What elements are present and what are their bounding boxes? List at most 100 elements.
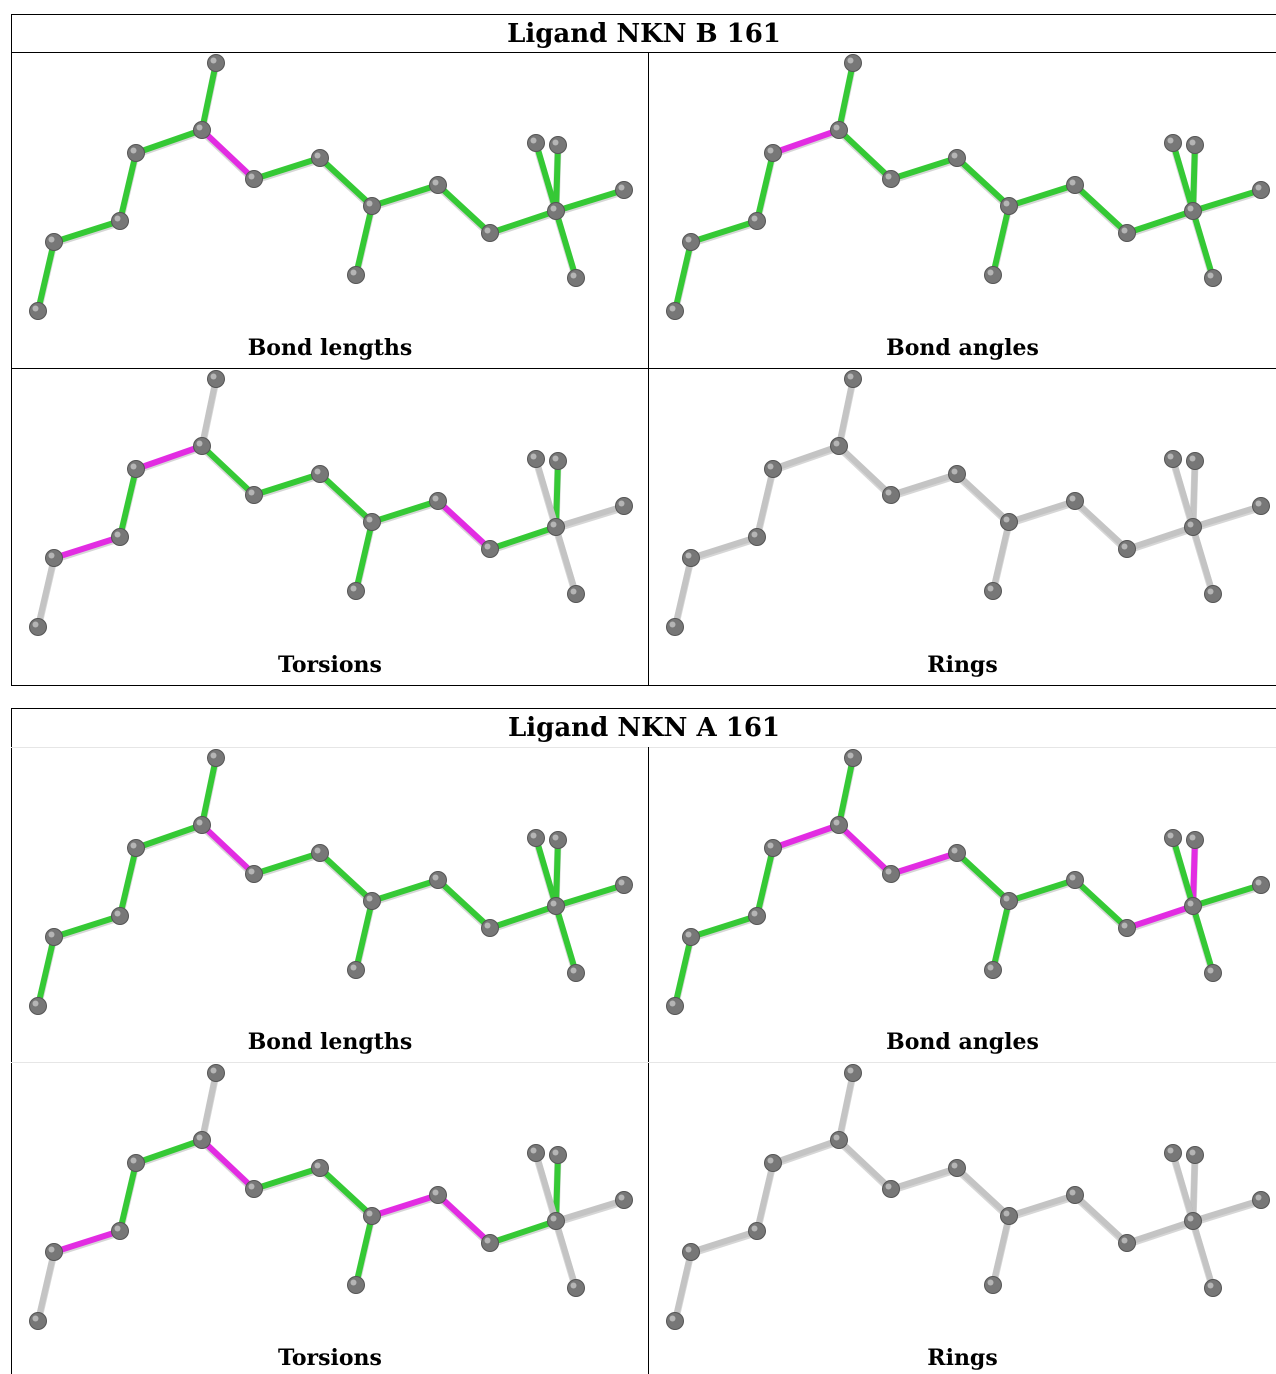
bond xyxy=(836,127,894,182)
bond xyxy=(1072,877,1130,931)
atom-highlight xyxy=(833,1134,840,1141)
atom xyxy=(363,1207,381,1225)
atom xyxy=(29,1312,47,1330)
atom-highlight xyxy=(1069,495,1076,502)
bond xyxy=(1006,498,1078,525)
bond xyxy=(553,503,627,530)
atom-highlight xyxy=(1167,1147,1174,1154)
atom xyxy=(882,170,900,188)
atom-highlight xyxy=(767,1157,774,1164)
atom-highlight xyxy=(552,834,559,841)
atom xyxy=(748,528,766,546)
panel-label: Rings xyxy=(927,652,998,678)
panel-label: Torsions xyxy=(278,1345,382,1371)
atom xyxy=(1184,897,1202,915)
atom-highlight xyxy=(1187,521,1194,528)
bond xyxy=(117,150,139,224)
atom-highlight xyxy=(767,842,774,849)
atom xyxy=(127,144,145,162)
atom xyxy=(567,269,585,287)
atom-highlight xyxy=(48,236,55,243)
bond xyxy=(688,1228,760,1255)
bond xyxy=(990,898,1012,973)
bond xyxy=(1190,1197,1264,1224)
bond xyxy=(533,835,559,909)
bond xyxy=(1124,208,1196,236)
atom-highlight xyxy=(847,373,854,380)
bond xyxy=(1190,1152,1198,1224)
bond xyxy=(553,1152,561,1224)
panel-torsions: Torsions xyxy=(12,1063,648,1374)
atom-highlight xyxy=(196,1134,203,1141)
bond xyxy=(836,755,856,828)
atom-highlight xyxy=(1189,834,1196,841)
bond xyxy=(35,555,57,630)
atom xyxy=(764,144,782,162)
bond xyxy=(487,208,559,236)
bond xyxy=(1072,182,1130,236)
atom-highlight xyxy=(885,173,892,180)
atom xyxy=(682,233,700,251)
atom xyxy=(615,876,633,894)
atom xyxy=(1000,892,1018,910)
atom xyxy=(666,1312,684,1330)
atom xyxy=(245,486,263,504)
atom-highlight xyxy=(1167,453,1174,460)
atom xyxy=(527,134,545,152)
atom-highlight xyxy=(751,910,758,917)
atom xyxy=(748,907,766,925)
bond xyxy=(553,458,561,530)
atom-highlight xyxy=(552,455,559,462)
molecule-diagram xyxy=(29,1064,633,1330)
panel-label: Bond angles xyxy=(886,335,1039,361)
atom-highlight xyxy=(530,453,537,460)
atom-highlight xyxy=(550,205,557,212)
atom xyxy=(1204,964,1222,982)
bond xyxy=(672,934,694,1009)
bond xyxy=(1124,903,1196,931)
atom xyxy=(29,302,47,320)
atom-highlight xyxy=(366,1210,373,1217)
bond xyxy=(199,1070,219,1143)
atom xyxy=(567,964,585,982)
atom-highlight xyxy=(432,1189,439,1196)
bond xyxy=(251,471,323,498)
atom-highlight xyxy=(1069,179,1076,186)
atom xyxy=(527,1144,545,1162)
atom xyxy=(1066,871,1084,889)
atom-highlight xyxy=(1255,500,1262,507)
bond xyxy=(369,182,441,209)
atom-highlight xyxy=(48,552,55,559)
atom-highlight xyxy=(1189,455,1196,462)
atom xyxy=(549,1146,567,1164)
ligand-block-nkn-b-161: Ligand NKN B 161 Bond lengths Bond angle… xyxy=(11,14,1276,686)
atom-highlight xyxy=(751,1225,758,1232)
bond xyxy=(251,155,323,182)
atom-highlight xyxy=(1255,1194,1262,1201)
atom xyxy=(1000,1207,1018,1225)
bond xyxy=(133,822,205,851)
atom-highlight xyxy=(130,842,137,849)
bond xyxy=(369,498,441,525)
atom xyxy=(45,233,63,251)
atom-highlight xyxy=(350,585,357,592)
bond xyxy=(51,534,123,561)
atom-highlight xyxy=(350,269,357,276)
bond xyxy=(888,471,960,498)
panel-bond-lengths: Bond lengths xyxy=(12,748,648,1062)
atom-highlight xyxy=(1003,1210,1010,1217)
atom xyxy=(682,1243,700,1261)
ligand-block-nkn-a-161: Ligand NKN A 161 Bond lengths Bond angle… xyxy=(11,708,1276,1374)
atom xyxy=(1000,513,1018,531)
frame-line xyxy=(648,747,649,1374)
atom xyxy=(207,370,225,388)
bond xyxy=(487,524,559,552)
frame-line xyxy=(11,14,12,686)
atom-highlight xyxy=(1167,832,1174,839)
atom xyxy=(45,549,63,567)
bond xyxy=(369,1192,441,1219)
bond xyxy=(117,466,139,540)
atom xyxy=(45,928,63,946)
atom-highlight xyxy=(618,879,625,886)
atom xyxy=(882,865,900,883)
